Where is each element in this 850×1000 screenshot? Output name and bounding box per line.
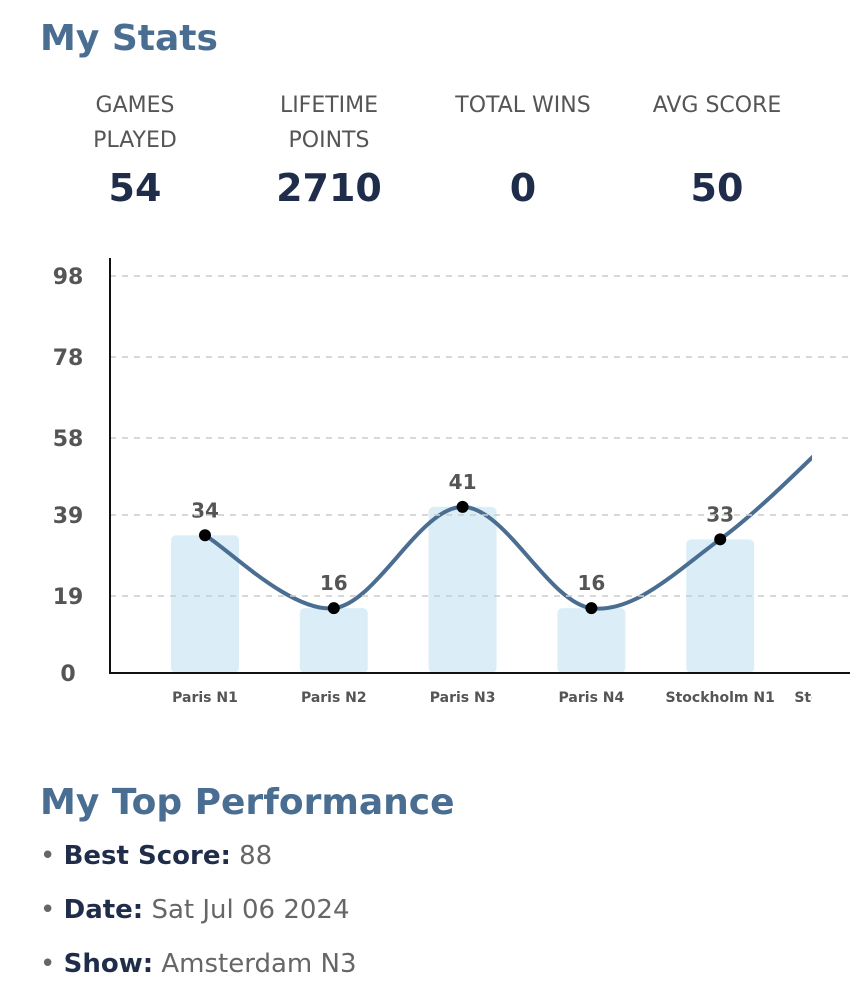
bullet: • — [40, 841, 64, 871]
perf-value: Sat Jul 06 2024 — [151, 895, 350, 925]
x-tick-label: Paris N3 — [430, 690, 496, 706]
perf-value: 88 — [239, 841, 273, 871]
perf-item: • Date: Sat Jul 06 2024 — [40, 890, 357, 944]
stat-value: 54 — [108, 166, 162, 210]
y-tick-label: 78 — [53, 346, 84, 371]
value-label: 16 — [320, 571, 348, 595]
point — [843, 416, 850, 428]
point — [585, 602, 598, 615]
value-label: 34 — [191, 498, 219, 522]
x-tick-label: Paris N1 — [172, 690, 238, 706]
point — [714, 533, 727, 546]
y-tick-label: 19 — [53, 585, 84, 610]
y-tick-label: 98 — [53, 265, 84, 290]
stat-label: TOTAL WINS — [455, 93, 591, 118]
x-tick-label: Paris N4 — [559, 690, 625, 706]
stat-value: 0 — [509, 166, 537, 210]
stat-label: GAMES PLAYED — [93, 93, 177, 153]
bar — [299, 608, 368, 673]
perf-value: Amsterdam N3 — [161, 949, 357, 979]
performance-title: My Top Performance — [40, 782, 455, 823]
stats-title: My Stats — [40, 18, 218, 59]
stat-value: 2710 — [276, 166, 382, 210]
bar — [557, 608, 626, 673]
stat-value: 50 — [690, 166, 744, 210]
bar — [171, 535, 239, 673]
value-label: 16 — [577, 571, 605, 595]
bar — [686, 539, 755, 673]
perf-item: • Best Score: 88 — [40, 836, 357, 890]
x-tick-label: Stockholm N1 — [666, 690, 775, 706]
perf-item: • Show: Amsterdam N3 — [40, 944, 357, 998]
stat-label: AVG SCORE — [652, 93, 782, 118]
value-label: 62 — [835, 385, 850, 409]
performance-list: • Best Score: 88 • Date: Sat Jul 06 2024 •… — [40, 836, 357, 998]
line — [203, 454, 812, 611]
bullet: • — [40, 895, 64, 925]
perf-label: Best Score: — [63, 841, 231, 871]
x-tick-label: Paris N2 — [301, 690, 367, 706]
bar — [815, 422, 850, 673]
stat: LIFETIME POINTS 2710 — [232, 88, 426, 210]
perf-label: Show: — [63, 949, 154, 979]
stat: GAMES PLAYED 54 — [38, 88, 232, 210]
point — [199, 529, 211, 542]
stat: TOTAL WINS 0 — [426, 88, 620, 210]
y-tick-label: 58 — [53, 427, 84, 452]
perf-label: Date: — [63, 895, 144, 925]
stats-row: GAMES PLAYED 54 LIFETIME POINTS 2710 TOTAL W… — [38, 88, 814, 210]
bullet: • — [40, 949, 64, 979]
x-tick-label: Stockholm N2 — [794, 690, 850, 706]
stat: AVG SCORE 50 — [620, 88, 814, 210]
chart: Paris N1 Paris N2 Paris N3 Paris N4 Stockhol… — [53, 258, 850, 706]
y-tick-label: 0 — [60, 662, 75, 687]
point — [327, 602, 340, 615]
y-tick-label: 39 — [53, 504, 84, 529]
stat-label: LIFETIME POINTS — [279, 93, 379, 153]
bar — [428, 506, 497, 673]
point — [456, 500, 469, 513]
value-label: 41 — [449, 470, 477, 494]
